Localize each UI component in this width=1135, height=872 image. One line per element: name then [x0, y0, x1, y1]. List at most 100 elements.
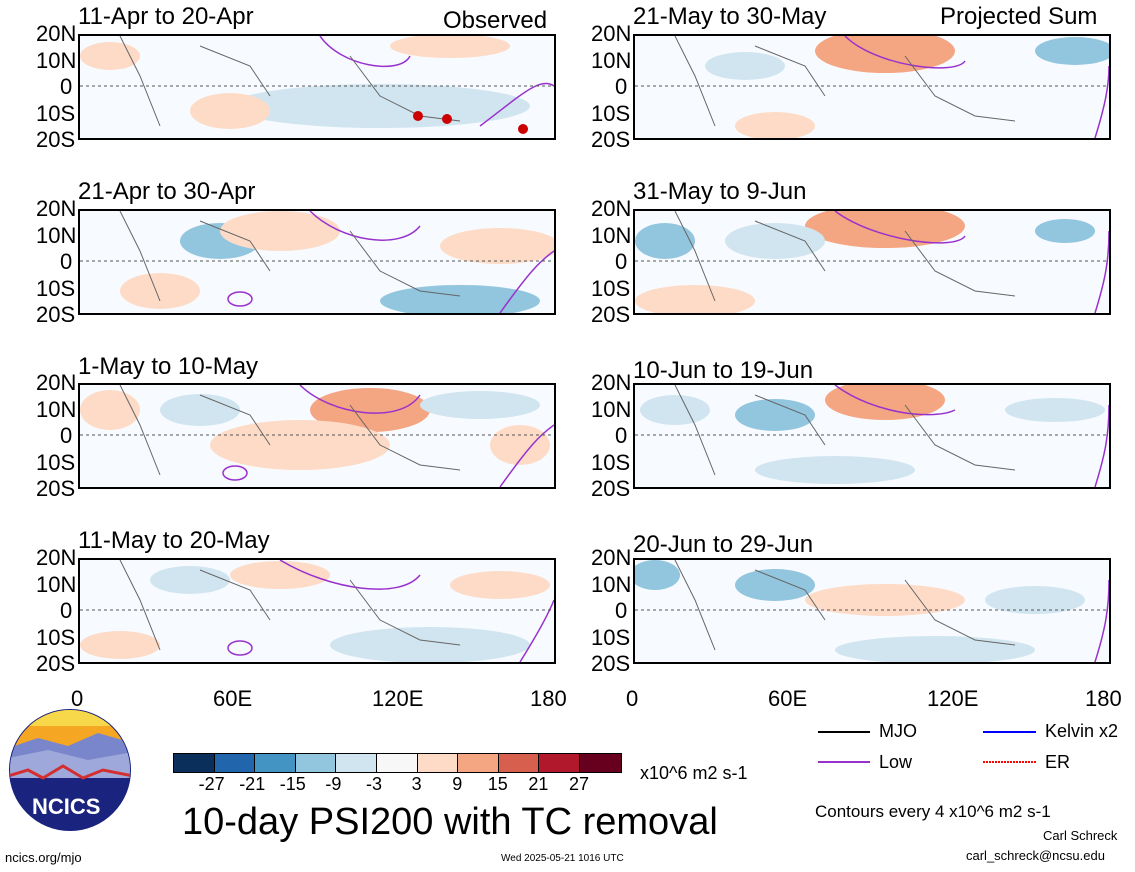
colorbar-tick-5: 3	[411, 774, 422, 794]
lat-label-right-row1-20s: 20S	[591, 127, 631, 152]
legend-low: Low	[879, 752, 913, 772]
lat-label-right-row4-10n: 10N	[591, 571, 632, 597]
colorbar-swatch-6	[417, 754, 459, 772]
legend-mjo: MJO	[879, 721, 917, 741]
lat-label-right-row1-0: 0	[615, 74, 628, 99]
lat-label-right-row3-0: 0	[615, 423, 628, 448]
colorbar-tick-2: -15	[279, 774, 306, 794]
map-l4-graphic	[80, 560, 554, 662]
colorbar-swatch-10	[579, 754, 621, 772]
lat-label-right-row2-10s: 10S	[591, 275, 631, 301]
panel-tag-projected: Projected Sum	[940, 3, 1098, 30]
lat-label-right-row3-10n: 10N	[591, 396, 632, 422]
panel-tag-observed: Observed	[443, 7, 548, 34]
lat-label-right-row2-10n: 10N	[591, 222, 632, 248]
panel-title-r4: 20-Jun to 29-Jun	[633, 531, 814, 558]
lat-label-left-row1-20s: 20S	[36, 127, 76, 152]
lat-label-left-row4-20n: 20N	[36, 545, 77, 570]
map-panel-r2	[633, 209, 1111, 315]
lat-label-left-row2-20n: 20N	[36, 196, 77, 221]
logo-text: NCICS	[32, 794, 101, 819]
lat-label-right-row4-20n: 20N	[591, 545, 632, 570]
map-panel-r1	[633, 34, 1111, 140]
colorbar-units: x10^6 m2 s-1	[640, 763, 748, 783]
author: Carl Schreck	[1043, 828, 1118, 843]
colorbar-tick-9: 27	[569, 774, 590, 794]
panel-title-l2: 21-Apr to 30-Apr	[78, 178, 256, 205]
map-l2-graphic	[80, 211, 554, 313]
lat-label-right-row4-20s: 20S	[591, 651, 631, 676]
author-email: carl_schreck@ncsu.edu	[966, 848, 1105, 863]
lon-label-right-60e: 60E	[768, 686, 808, 711]
lat-label-left-row4-10s: 10S	[36, 624, 76, 650]
lon-label-right-180: 180	[1085, 686, 1122, 711]
colorbar-tick-4: -3	[366, 774, 383, 794]
map-panel-r4	[633, 558, 1111, 664]
lon-label-right-120e: 120E	[927, 686, 979, 711]
contour-note: Contours every 4 x10^6 m2 s-1	[815, 802, 1051, 821]
lat-label-right-row3-10s: 10S	[591, 449, 631, 475]
colorbar-swatch-3	[295, 754, 337, 772]
map-panel-l2	[78, 209, 556, 315]
map-r1-graphic	[635, 36, 1109, 138]
colorbar-swatch-9	[539, 754, 580, 772]
lat-label-left-row3-20n: 20N	[36, 370, 77, 395]
legend-er: ER	[1045, 752, 1071, 772]
lon-label-left-120e: 120E	[372, 686, 424, 711]
colorbar-swatch-1	[214, 754, 256, 772]
panel-title-l3: 1-May to 10-May	[78, 353, 259, 380]
lat-label-left-row3-0: 0	[60, 423, 73, 448]
lat-label-left-row2-20s: 20S	[36, 302, 76, 327]
main-title: 10-day PSI200 with TC removal	[182, 801, 718, 843]
colorbar-tick-8: 21	[528, 774, 549, 794]
map-l1-graphic	[80, 36, 554, 134]
colorbar-swatch-8	[498, 754, 540, 772]
lat-label-right-row4-0: 0	[615, 598, 628, 623]
colorbar-tick-1: -21	[239, 774, 266, 794]
lon-label-right-0: 0	[626, 686, 639, 711]
colorbar-swatch-0	[174, 754, 215, 772]
colorbar-tick-6: 9	[452, 774, 463, 794]
panel-title-r2: 31-May to 9-Jun	[633, 178, 807, 205]
panel-title-r1: 21-May to 30-May	[633, 3, 827, 30]
colorbar-swatch-5	[376, 754, 418, 772]
lat-label-right-row2-20n: 20N	[591, 196, 632, 221]
map-r2-graphic	[635, 211, 1109, 313]
map-panel-l4	[78, 558, 556, 664]
colorbar-tick-0: -27	[198, 774, 225, 794]
map-l3-graphic	[80, 385, 554, 487]
site-url: ncics.org/mjo	[5, 850, 82, 865]
lat-label-left-row1-20n: 20N	[36, 21, 77, 46]
colorbar-tick-7: 15	[487, 774, 508, 794]
lat-label-left-row3-10s: 10S	[36, 449, 76, 475]
lat-label-right-row1-10n: 10N	[591, 47, 632, 73]
lat-label-right-row2-0: 0	[615, 249, 628, 274]
map-panel-l3	[78, 383, 556, 489]
line-legend-graphic	[818, 731, 1036, 763]
lon-label-left-0: 0	[71, 686, 84, 711]
colorbar-swatch-7	[458, 754, 499, 772]
lon-label-left-180: 180	[530, 686, 567, 711]
map-r4-graphic	[635, 560, 1109, 662]
map-panel-r3	[633, 383, 1111, 489]
timestamp: Wed 2025-05-21 1016 UTC	[501, 853, 624, 864]
colorbar	[173, 753, 622, 773]
panel-title-l4: 11-May to 20-May	[78, 527, 270, 554]
lat-label-left-row1-10n: 10N	[36, 47, 77, 73]
colorbar-swatch-4	[336, 754, 377, 772]
lat-label-right-row4-10s: 10S	[591, 624, 631, 650]
lon-label-left-60e: 60E	[213, 686, 253, 711]
lat-label-left-row1-0: 0	[60, 74, 73, 99]
lat-label-left-row1-10s: 10S	[36, 100, 76, 126]
map-panel-l1	[78, 34, 556, 140]
legend-kelvin: Kelvin x2	[1045, 721, 1119, 741]
lat-label-right-row3-20n: 20N	[591, 370, 632, 395]
lat-label-left-row2-10s: 10S	[36, 275, 76, 301]
colorbar-swatch-2	[255, 754, 296, 772]
lat-label-left-row3-20s: 20S	[36, 476, 76, 501]
map-r3-graphic	[635, 385, 1109, 487]
lat-label-right-row1-10s: 10S	[591, 100, 631, 126]
lat-label-right-row1-20n: 20N	[591, 21, 632, 46]
lat-label-left-row2-10n: 10N	[36, 222, 77, 248]
lat-label-right-row2-20s: 20S	[591, 302, 631, 327]
